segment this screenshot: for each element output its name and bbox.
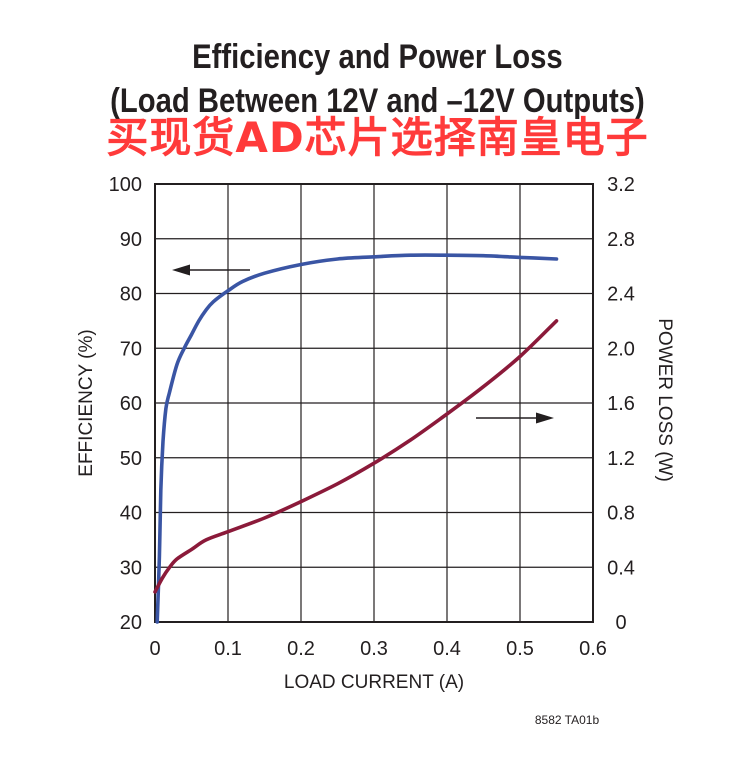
x-axis-label: LOAD CURRENT (A) — [284, 672, 464, 693]
y-right-tick-label: 3.2 — [607, 174, 635, 196]
y-right-tick-label: 0 — [615, 612, 626, 634]
y-right-tick-label: 2.0 — [607, 338, 635, 360]
grid — [155, 184, 593, 622]
y-left-tick-label: 40 — [120, 503, 142, 525]
y-left-tick-label: 80 — [120, 284, 142, 306]
x-tick-label: 0.6 — [579, 638, 607, 660]
x-tick-label: 0.5 — [506, 638, 534, 660]
y-right-tick-label: 1.6 — [607, 393, 635, 415]
y-left-tick-label: 60 — [120, 393, 142, 415]
tick-labels: 0 0.1 0.2 0.3 0.4 0.5 0.6 20 30 40 50 60 70 80 90 100 0 0… — [109, 174, 635, 660]
y-right-tick-label: 0.4 — [607, 557, 635, 579]
efficiency-arrow-head — [172, 264, 190, 276]
y-right-tick-label: 1.2 — [607, 448, 635, 470]
figure-code: 8582 TA01b — [535, 713, 600, 727]
y-left-tick-label: 30 — [120, 557, 142, 579]
x-tick-label: 0.4 — [433, 638, 461, 660]
y-left-tick-label: 20 — [120, 612, 142, 634]
y-right-tick-label: 2.8 — [607, 229, 635, 251]
y-axis-left-label: EFFICIENCY (%) — [76, 329, 97, 476]
y-left-tick-label: 100 — [109, 174, 142, 196]
power-loss-arrow-head — [536, 412, 554, 424]
y-right-tick-label: 0.8 — [607, 503, 635, 525]
series-group — [153, 253, 559, 624]
y-left-tick-label: 90 — [120, 229, 142, 251]
chart-title-line1: Efficiency and Power Loss — [192, 38, 563, 76]
legend-arrows — [172, 264, 554, 424]
x-tick-label: 0.2 — [287, 638, 315, 660]
plot-frame — [154, 183, 594, 623]
x-tick-label: 0 — [149, 638, 160, 660]
power-loss-curve — [153, 319, 559, 594]
watermark-text: 买现货AD芯片选择南皇电子 — [106, 113, 649, 162]
x-tick-label: 0.3 — [360, 638, 388, 660]
x-tick-label: 0.1 — [214, 638, 242, 660]
efficiency-curve — [155, 253, 559, 624]
y-axis-right-label: POWER LOSS (W) — [654, 318, 675, 482]
y-right-tick-label: 2.4 — [607, 284, 635, 306]
y-left-tick-label: 70 — [120, 338, 142, 360]
chart-title-line2: (Load Between 12V and –12V Outputs) — [110, 82, 645, 120]
y-left-tick-label: 50 — [120, 448, 142, 470]
plot-border — [154, 183, 594, 623]
